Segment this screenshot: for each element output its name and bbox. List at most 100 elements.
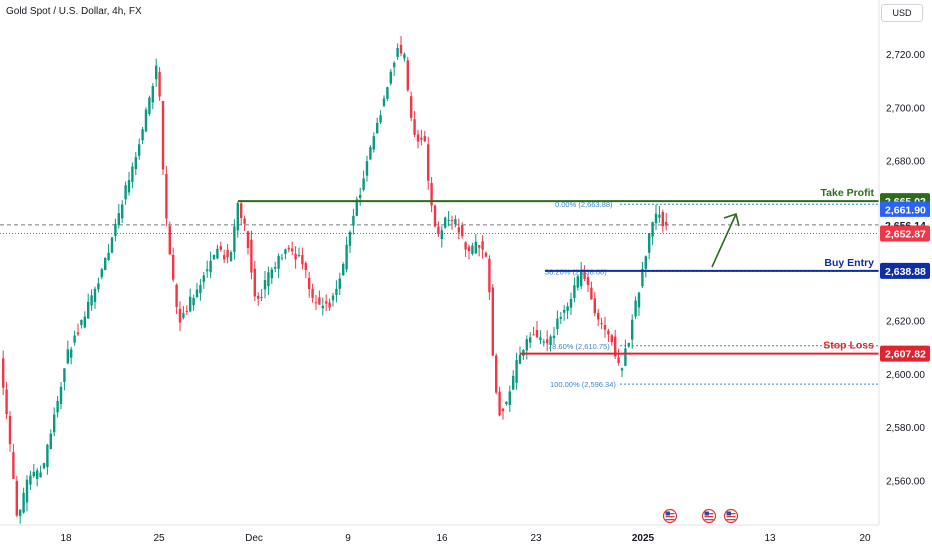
projection-arrow-shaft[interactable] (711, 213, 737, 268)
last-close-price-badge[interactable]: 2,652.87 (880, 225, 930, 242)
candle-body (301, 254, 304, 265)
candle-body (399, 44, 403, 54)
last-price-badge[interactable]: 2,661.90 (880, 201, 930, 218)
candle-body (158, 72, 161, 97)
us-event-flag-icon[interactable] (662, 508, 678, 524)
candle-body (29, 475, 32, 485)
candle-body (627, 342, 630, 347)
candle-body (223, 255, 226, 260)
y-tick-label: 2,620.00 (886, 317, 925, 328)
x-tick-label: 13 (764, 533, 776, 544)
candle-body (597, 312, 600, 320)
candle-body (406, 60, 409, 90)
us-event-flag-icon[interactable] (723, 508, 739, 524)
candle-body (32, 471, 35, 477)
price-badge-label: 2,638.88 (885, 266, 926, 278)
candle-body (270, 269, 273, 279)
candle-body (389, 71, 392, 84)
time-axis[interactable]: 18 25 Dec 9 16 23 2025 13 20 (60, 533, 871, 544)
candle-body (260, 297, 263, 299)
price-badge-label: 2,652.87 (885, 229, 926, 241)
candle-body (284, 249, 287, 254)
candle-body (151, 86, 154, 103)
candle-body (212, 254, 216, 260)
candle-body (178, 308, 182, 323)
candle-body (529, 337, 532, 343)
candle-body (372, 136, 375, 150)
currency-button[interactable]: USD (881, 4, 923, 22)
candle-body (416, 134, 420, 142)
candle-body (297, 254, 301, 256)
buy-entry-price-badge[interactable]: 2,638.88 (880, 262, 930, 279)
price-badge-label: 2,661.90 (885, 204, 926, 216)
price-axis[interactable]: 2,720.00 2,700.00 2,680.00 2,620.00 2,600.00… (886, 50, 925, 487)
candle-body (121, 204, 124, 219)
candle-body (114, 223, 117, 236)
candle-body (478, 245, 481, 248)
candle-body (488, 258, 491, 293)
candle-body (318, 297, 321, 305)
candle-body (484, 252, 488, 257)
us-event-flag-icon[interactable] (701, 508, 717, 524)
candle-body (437, 226, 440, 235)
candle-body (53, 414, 56, 433)
candle-body (600, 323, 603, 325)
candle-body (124, 185, 127, 200)
candle-body (22, 492, 25, 513)
candle-body (590, 287, 593, 300)
candle-body (569, 298, 573, 308)
candle-body (501, 408, 505, 412)
stop-loss-price-badge[interactable]: 2,607.82 (880, 345, 930, 362)
candle-body (328, 302, 331, 308)
candle-body (614, 336, 617, 357)
y-tick-label: 2,720.00 (886, 50, 925, 61)
candle-body (206, 269, 209, 272)
price-badges: 2,665.022,661.902,656.142,652.872,638.88… (880, 193, 930, 362)
candle-body (352, 215, 355, 226)
candle-body (5, 389, 8, 415)
candle-body (648, 233, 651, 253)
candle-body (236, 203, 239, 231)
candle-body (2, 358, 5, 388)
candle-body (566, 306, 569, 311)
fib-level-label: 0.00% (2,663.88) (555, 200, 613, 209)
candle-body (471, 245, 474, 255)
candle-body (36, 470, 39, 479)
candle-body (474, 241, 477, 254)
candle-body (379, 115, 382, 123)
candle-body (25, 479, 29, 503)
candle-body (80, 319, 83, 326)
candle-body (229, 252, 233, 261)
candle-body (76, 332, 80, 335)
fib-level-label: 78.60% (2,610.75) (548, 342, 610, 351)
candle-body (267, 272, 270, 287)
economic-events (662, 508, 739, 524)
candle-body (209, 260, 212, 273)
candle-body (56, 400, 59, 413)
x-tick-label: 9 (345, 533, 351, 544)
candle-body (430, 183, 433, 206)
candle-body (447, 219, 450, 221)
candle-body (464, 242, 467, 250)
candle-body (593, 298, 596, 314)
candle-body (355, 199, 358, 216)
x-tick-label: 23 (530, 533, 542, 544)
candle-body (182, 313, 185, 318)
candle-body (104, 257, 107, 270)
candle-body (583, 271, 586, 279)
candle-body (138, 144, 141, 156)
candle-body (141, 129, 144, 141)
x-tick-label: 16 (436, 533, 448, 544)
candle-body (440, 230, 443, 240)
candle-body (257, 295, 260, 299)
y-tick-label: 2,680.00 (886, 157, 925, 168)
candle-body (580, 269, 583, 287)
candle-body (15, 480, 18, 516)
candle-body (83, 316, 86, 328)
candle-body (637, 292, 641, 308)
candle-body (107, 252, 110, 261)
candle-body (243, 218, 246, 224)
buy-entry-label: Buy Entry (824, 257, 874, 269)
candle-body (73, 335, 76, 343)
